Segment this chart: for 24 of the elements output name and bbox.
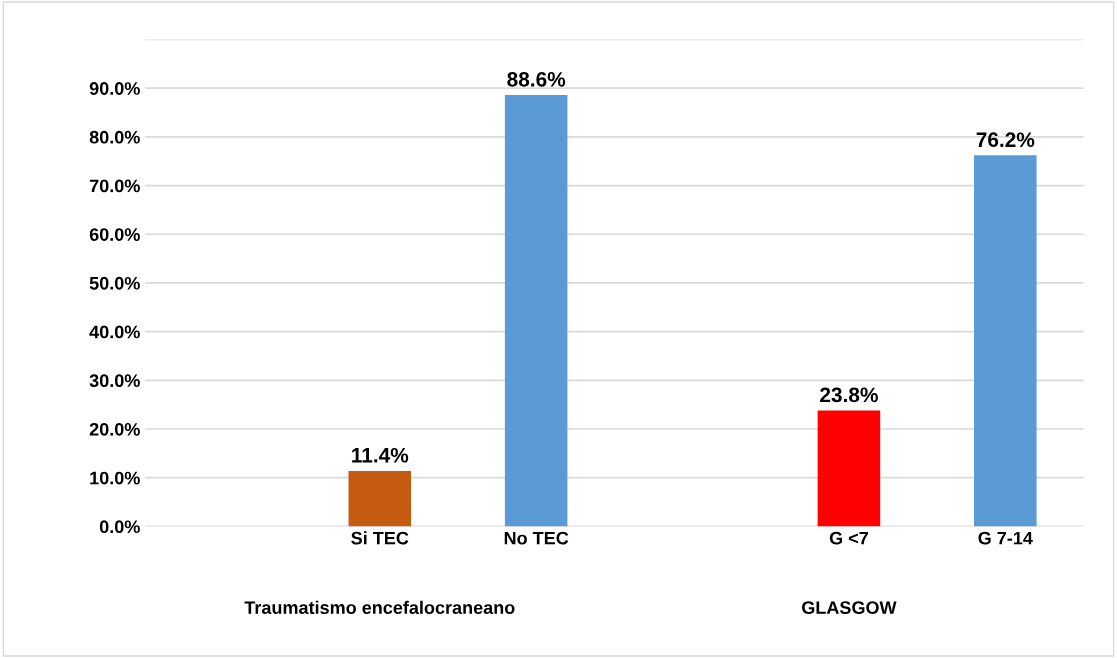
bar — [817, 410, 881, 527]
bar — [348, 470, 412, 527]
data-label: 76.2% — [976, 132, 1035, 148]
bar — [974, 155, 1037, 527]
x-tick-label: G 7-14 — [978, 531, 1033, 545]
bar — [504, 94, 568, 527]
text: Traumatismo encefalocraneano — [244, 600, 515, 615]
y-tick-label: 60.0% — [89, 228, 140, 241]
y-tick-label: 40.0% — [89, 325, 140, 339]
x-tick-label: No TEC — [504, 531, 569, 545]
y-tick-label: 70.0% — [89, 179, 140, 193]
y-tick-label: 30.0% — [89, 374, 140, 388]
x-tick-label: Si TEC — [351, 531, 409, 545]
y-tick-label: 50.0% — [89, 276, 140, 290]
y-tick-label: 0.0% — [99, 520, 140, 534]
data-label: 11.4% — [352, 447, 409, 463]
y-tick-label: 10.0% — [90, 471, 140, 485]
data-label: 23.8% — [820, 387, 878, 403]
text: GLASGOW — [802, 601, 897, 615]
data-label: 88.6% — [507, 71, 566, 87]
y-tick-label: 20.0% — [89, 422, 140, 436]
x-tick-label: G <7 — [829, 531, 868, 545]
y-tick-label: 90.0% — [89, 82, 140, 95]
y-tick-label: 80.0% — [89, 130, 140, 144]
